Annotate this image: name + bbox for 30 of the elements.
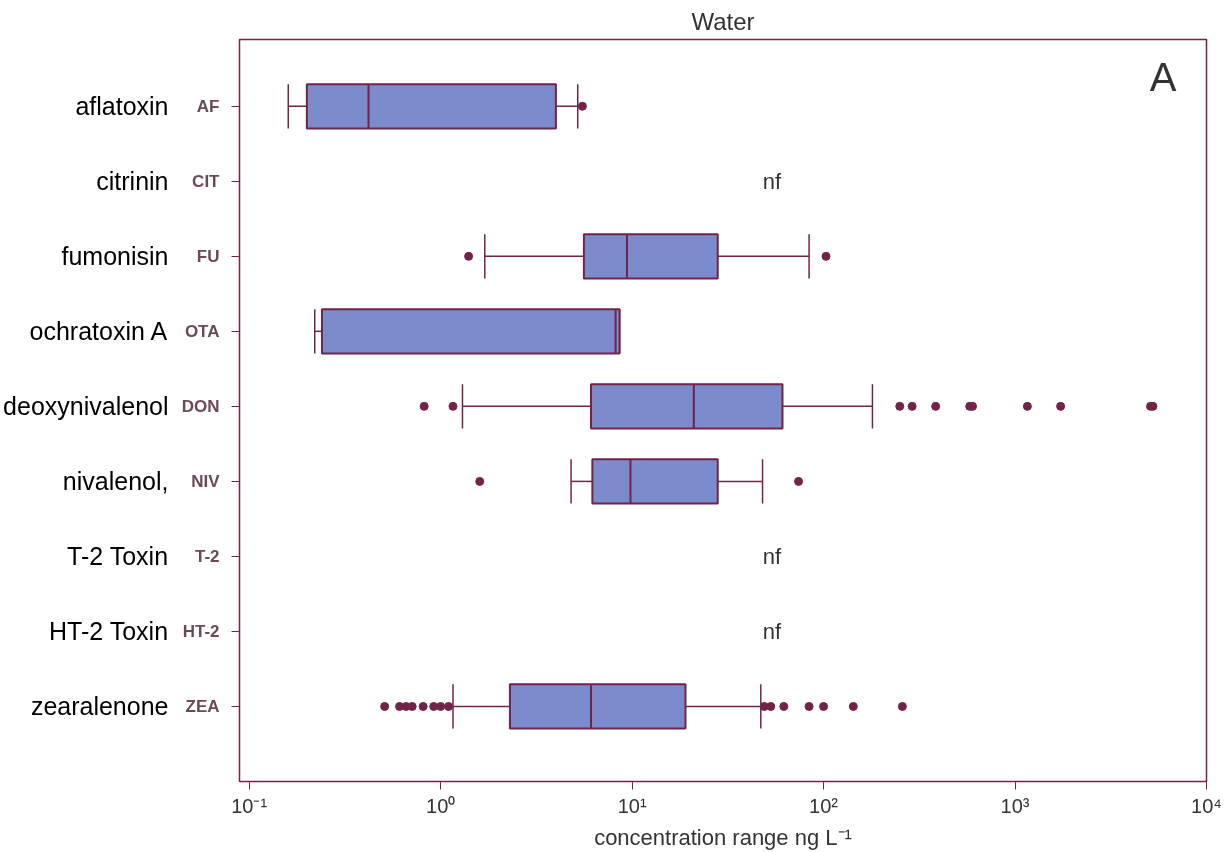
x-tick-label: 10¹ <box>617 794 647 817</box>
y-tick-label: HT-2 <box>182 621 220 641</box>
y2-tick-label: HT-2 Toxin <box>49 617 169 646</box>
annotation: nf <box>762 168 782 194</box>
x-tick-label: 10⁻¹ <box>231 794 268 817</box>
x-tick-label: 10³ <box>1000 794 1030 817</box>
y-tick-label: OTA <box>184 321 220 341</box>
x-tick-label: 10⁴ <box>1191 794 1222 817</box>
y2-tick-label: ochratoxin A <box>29 317 168 346</box>
x-tick-label: 10² <box>809 794 839 817</box>
y-tick-label: FU <box>196 246 220 266</box>
chart-title: Water <box>691 7 755 35</box>
x-tick-label: 10⁰ <box>426 794 456 817</box>
y2-tick-label: citrinin <box>96 167 169 196</box>
y-tick-label: NIV <box>191 471 221 491</box>
y2-tick-label: zearalenone <box>30 692 169 721</box>
y2-tick-label: T-2 Toxin <box>67 542 169 571</box>
annotation: nf <box>762 543 782 569</box>
annotation: nf <box>762 618 782 644</box>
y-tick-label: CIT <box>192 171 221 191</box>
y2-tick-label: fumonisin <box>61 242 169 271</box>
y2-tick-label: deoxynivalenol <box>3 392 169 421</box>
y2-tick-label: aflatoxin <box>75 92 169 121</box>
annotation: A <box>1149 54 1177 99</box>
y-tick-label: AF <box>196 96 220 116</box>
y-tick-label: DON <box>181 396 220 416</box>
x-axis-title: concentration range ng L⁻¹ <box>594 824 852 850</box>
y2-tick-label: nivalenol, <box>62 467 169 496</box>
y-tick-label: ZEA <box>185 696 220 716</box>
y-tick-label: T-2 <box>194 546 220 566</box>
